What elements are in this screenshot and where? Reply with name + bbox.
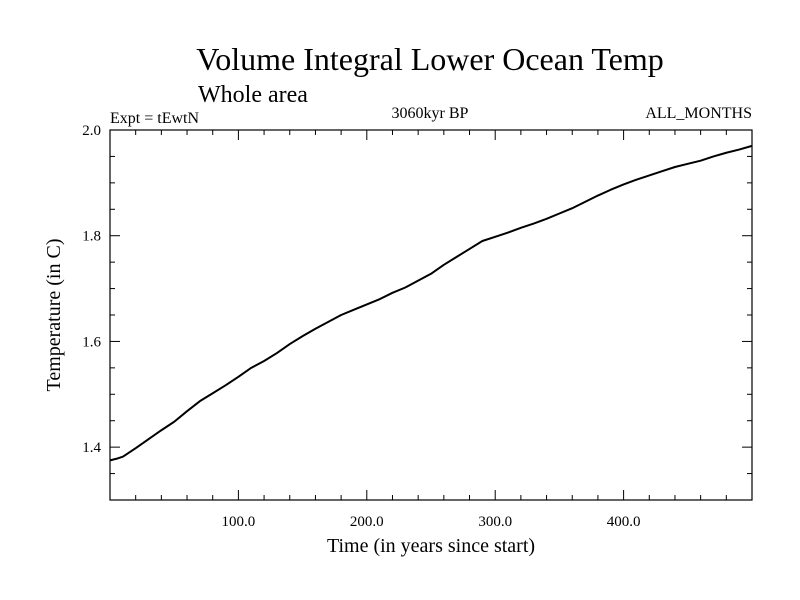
chart-subtitle: Whole area <box>198 82 308 108</box>
x-tick-label: 100.0 <box>222 514 256 530</box>
x-tick-label: 400.0 <box>607 514 641 530</box>
y-tick-labels: 1.4 1.6 1.8 2.0 <box>82 123 101 456</box>
months-label: ALL_MONTHS <box>645 105 752 122</box>
x-tick-label: 300.0 <box>478 514 512 530</box>
y-tick-label: 2.0 <box>82 123 101 139</box>
x-axis-label: Time (in years since start) <box>327 535 535 557</box>
x-tick-label: 200.0 <box>350 514 384 530</box>
y-tick-label: 1.8 <box>82 229 101 245</box>
series-line <box>109 144 753 462</box>
y-tick-label: 1.4 <box>82 440 101 456</box>
x-tick-labels: 100.0 200.0 300.0 400.0 <box>222 514 641 530</box>
y-axis-label: Temperature (in C) <box>43 239 65 392</box>
axis-ticks <box>110 130 752 500</box>
y-tick-label: 1.6 <box>82 334 101 350</box>
plot-frame <box>109 129 753 501</box>
period-label: 3060kyr BP <box>392 105 469 122</box>
chart-title: Volume Integral Lower Ocean Temp <box>196 41 664 77</box>
expt-label: Expt = tEwtN <box>110 110 199 127</box>
